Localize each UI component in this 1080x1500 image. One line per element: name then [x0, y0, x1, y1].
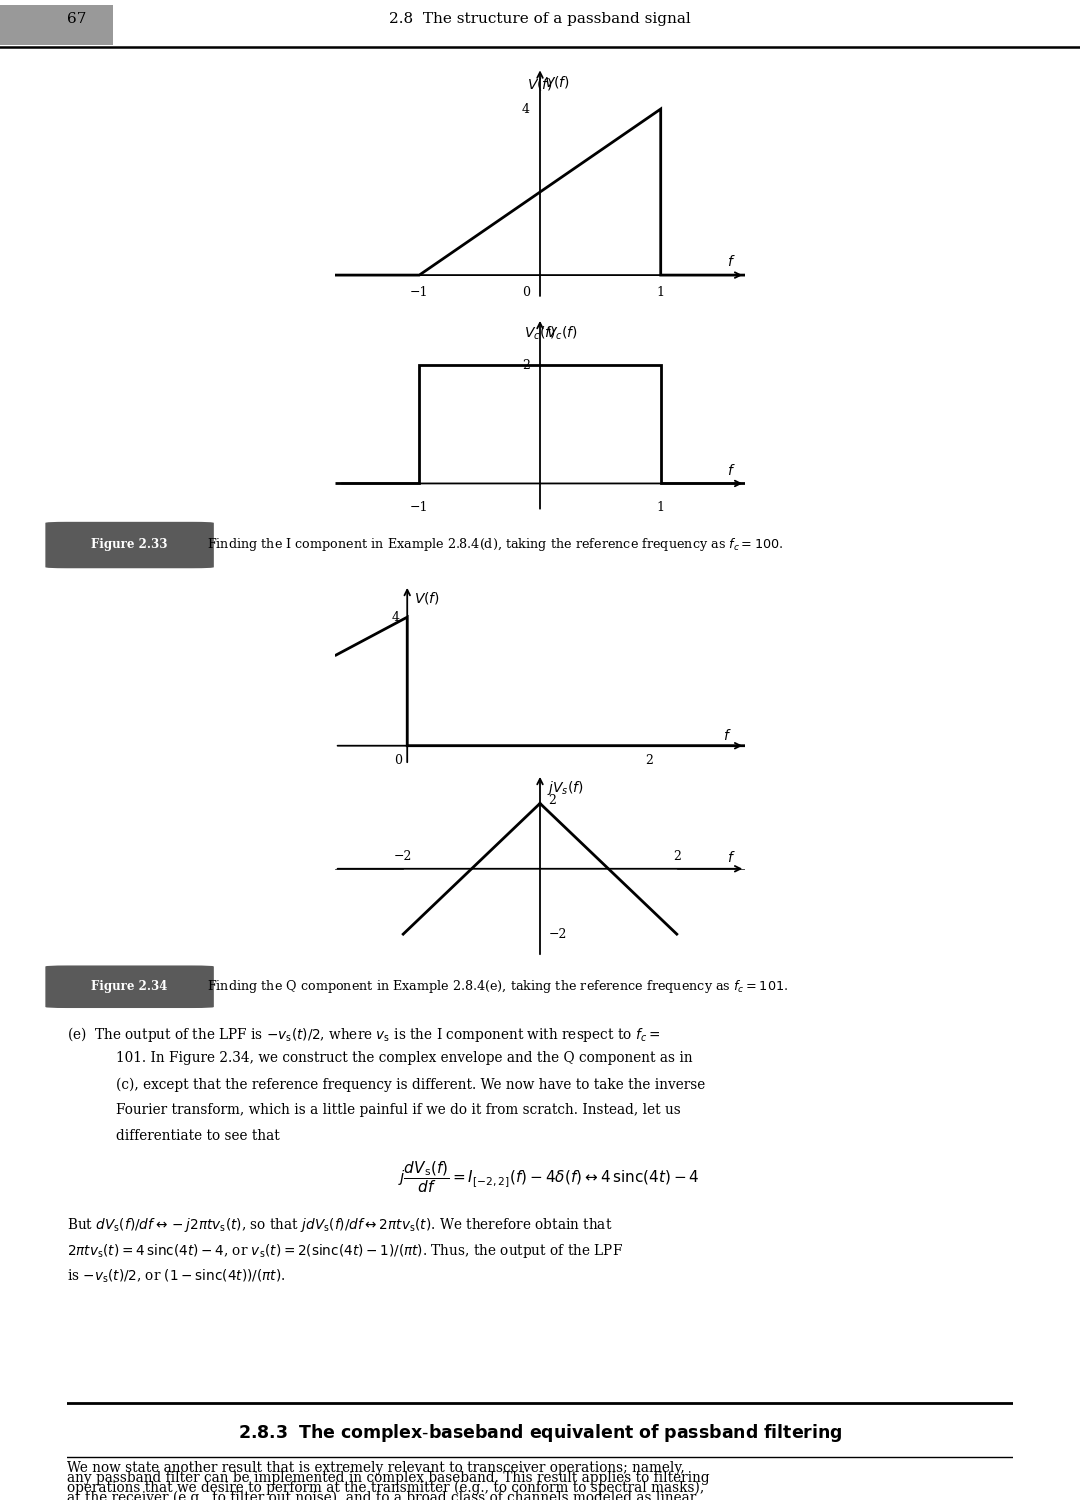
- Text: $V(f)$: $V(f)$: [527, 76, 553, 92]
- Text: $V_c(f)$: $V_c(f)$: [524, 324, 556, 342]
- Text: −2: −2: [549, 927, 567, 940]
- Text: 2.8  The structure of a passband signal: 2.8 The structure of a passband signal: [389, 12, 691, 27]
- Text: Finding the I component in Example 2.8.4(d), taking the reference frequency as $: Finding the I component in Example 2.8.4…: [207, 536, 784, 554]
- Text: $j\dfrac{dV_{\rm s}(f)}{df} = I_{[-2,2]}(f) - 4\delta(f) \leftrightarrow 4\,\mat: $j\dfrac{dV_{\rm s}(f)}{df} = I_{[-2,2]}…: [399, 1160, 700, 1194]
- Text: 2: 2: [645, 753, 652, 766]
- Text: is $-v_{\rm s}(t)/2$, or $(1 - \mathrm{sinc}(4t))/(\pi t)$.: is $-v_{\rm s}(t)/2$, or $(1 - \mathrm{s…: [67, 1268, 285, 1286]
- Text: $2\pi tv_{\rm s}(t) = 4\,\mathrm{sinc}(4t) - 4$, or $v_{\rm s}(t) = 2(\mathrm{si: $2\pi tv_{\rm s}(t) = 4\,\mathrm{sinc}(4…: [67, 1242, 623, 1260]
- Text: $\mathbf{2.8.3\ \ The\ complex\text{-}baseband\ equivalent\ of\ passband\ filter: $\mathbf{2.8.3\ \ The\ complex\text{-}ba…: [238, 1422, 842, 1444]
- Text: 2: 2: [549, 794, 556, 807]
- Bar: [0, 4, 113, 45]
- Text: $jV_s(f)$: $jV_s(f)$: [546, 778, 583, 796]
- Text: 4: 4: [392, 610, 400, 624]
- Text: $V(f)$: $V(f)$: [415, 590, 441, 606]
- Text: 2: 2: [673, 850, 680, 862]
- Text: 2: 2: [522, 358, 530, 372]
- Text: $V_c(f)$: $V_c(f)$: [546, 326, 578, 342]
- Text: $V(f)$: $V(f)$: [543, 74, 569, 90]
- Text: But $dV_{\rm s}(f)/df \leftrightarrow -j2\pi tv_{\rm s}(t)$, so that $jdV_{\rm s: But $dV_{\rm s}(f)/df \leftrightarrow -j…: [67, 1216, 612, 1234]
- Text: We now state another result that is extremely relevant to transceiver operations: We now state another result that is extr…: [67, 1461, 685, 1474]
- FancyBboxPatch shape: [45, 522, 214, 568]
- Text: −1: −1: [410, 286, 429, 298]
- Text: Fourier transform, which is a little painful if we do it from scratch. Instead, : Fourier transform, which is a little pai…: [117, 1102, 680, 1118]
- Text: 101. In Figure 2.34, we construct the complex envelope and the Q component as in: 101. In Figure 2.34, we construct the co…: [117, 1052, 692, 1065]
- Text: (c), except that the reference frequency is different. We now have to take the i: (c), except that the reference frequency…: [117, 1077, 705, 1092]
- Text: 0: 0: [522, 286, 530, 298]
- Text: $f$: $f$: [723, 728, 731, 742]
- FancyBboxPatch shape: [45, 966, 214, 1008]
- Text: at the receiver (e.g., to filter out noise), and to a broad class of channels mo: at the receiver (e.g., to filter out noi…: [67, 1491, 697, 1500]
- Text: $f$: $f$: [727, 850, 735, 865]
- Text: $f$: $f$: [727, 464, 735, 478]
- Text: operations that we desire to perform at the transmitter (e.g., to conform to spe: operations that we desire to perform at …: [67, 1480, 704, 1496]
- Text: Figure 2.33: Figure 2.33: [92, 538, 167, 550]
- Text: −1: −1: [410, 501, 429, 515]
- Text: 1: 1: [657, 286, 664, 298]
- Text: Figure 2.34: Figure 2.34: [92, 980, 167, 993]
- Text: $f$: $f$: [727, 254, 735, 268]
- Text: 1: 1: [657, 501, 664, 515]
- Text: (e)  The output of the LPF is $-v_{\rm s}(t)/2$, where $v_{\rm s}$ is the I comp: (e) The output of the LPF is $-v_{\rm s}…: [67, 1026, 660, 1044]
- Text: 4: 4: [522, 102, 530, 116]
- Text: any passband filter can be implemented in complex baseband. This result applies : any passband filter can be implemented i…: [67, 1470, 710, 1485]
- Text: 67: 67: [67, 12, 86, 27]
- Text: differentiate to see that: differentiate to see that: [117, 1130, 280, 1143]
- Text: Finding the Q component in Example 2.8.4(e), taking the reference frequency as $: Finding the Q component in Example 2.8.4…: [207, 978, 788, 994]
- Text: 0: 0: [394, 753, 403, 766]
- Text: −2: −2: [394, 850, 413, 862]
